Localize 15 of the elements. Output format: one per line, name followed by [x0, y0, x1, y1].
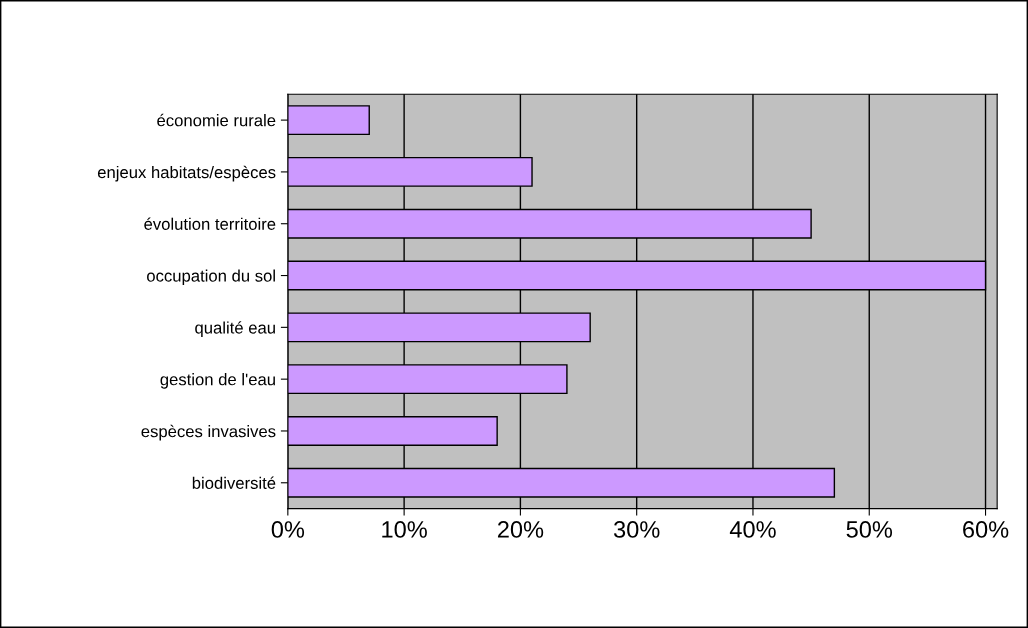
y-tick-label: qualité eau	[195, 321, 275, 337]
y-tick-label: biodiversité	[192, 476, 276, 489]
y-tick-label: économie rurale	[157, 113, 276, 127]
x-tick-label: 10%	[382, 521, 427, 538]
y-tick-label: enjeux habitats/espèces	[97, 165, 276, 182]
y-tick-label: occupation du sol	[147, 269, 275, 286]
y-tick-label: gestion de l'eau	[160, 373, 275, 389]
y-tick-label: évolution territoire	[144, 217, 276, 230]
x-tick-label: 40%	[729, 521, 776, 538]
x-tick-label: 0%	[271, 521, 305, 538]
x-tick-label: 20%	[497, 521, 544, 538]
x-tick-label: 60%	[963, 521, 1009, 538]
y-tick-label: espèces invasives	[141, 424, 276, 441]
x-tick-label: 30%	[613, 521, 660, 538]
x-tick-label: 50%	[846, 521, 893, 538]
